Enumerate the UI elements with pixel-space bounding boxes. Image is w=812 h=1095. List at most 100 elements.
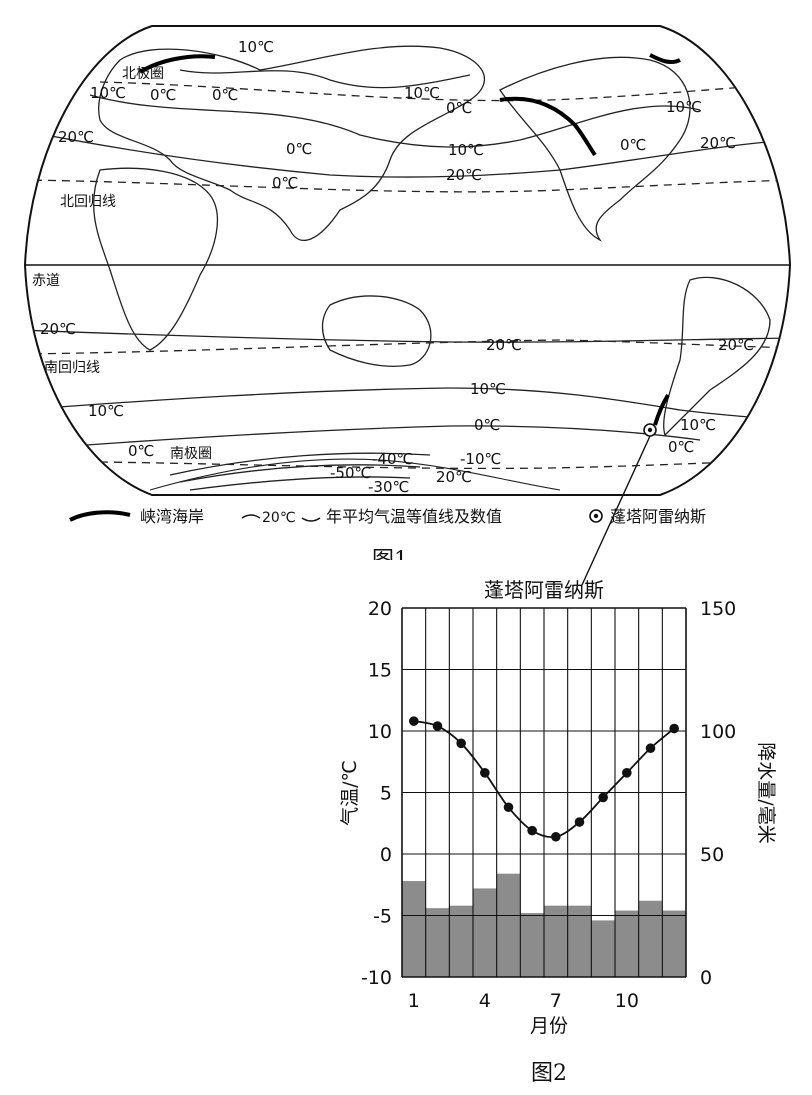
temperature-point [503, 802, 514, 813]
isotherm-label: 10℃ [448, 141, 484, 159]
fjord-coast-greenland [649, 53, 681, 65]
precip-bar [544, 905, 568, 977]
city-legend-dot [593, 513, 599, 519]
isotherm-label: -30℃ [368, 478, 409, 496]
y-left-tick-label: 5 [380, 783, 392, 805]
y-left-tick-label: -5 [373, 906, 392, 928]
temperature-point [432, 721, 443, 731]
x-tick-label: 1 [408, 990, 420, 1012]
isotherm-label: 0℃ [668, 438, 694, 456]
temperature-point [622, 768, 632, 778]
temperature-point [574, 817, 585, 827]
map-legend: 峡湾海岸 20℃ 年平均气温等值线及数值 蓬塔阿雷纳斯 [69, 507, 706, 526]
isotherm-label: 10℃ [238, 38, 274, 56]
isotherm-label: 20℃ [700, 134, 736, 152]
figure2-caption: 图2 [531, 1061, 567, 1086]
world-map-figure: 北极圈 北回归线 赤道 南回归线 南极圈 10℃ 0℃ 10℃ 0℃ 10℃ 2… [23, 25, 792, 560]
y-left-axis-label: 气温/℃ [339, 760, 361, 826]
label-arctic-circle: 北极圈 [122, 66, 164, 82]
precip-bar [567, 905, 592, 977]
isotherm-label: 0℃ [286, 140, 312, 158]
isotherm-label: -50℃ [330, 464, 371, 482]
isotherm-legend-label: 年平均气温等值线及数值 [326, 507, 502, 526]
temperature-point [645, 743, 656, 754]
temperature-point [527, 825, 537, 836]
isotherm-label: 0℃ [128, 442, 154, 460]
y-left-tick-label: 20 [368, 598, 392, 620]
temperature-point [480, 768, 490, 778]
label-antarctic-circle: 南极圈 [170, 446, 212, 462]
isotherm-label: 10℃ [88, 402, 124, 420]
isotherm-label: 0℃ [446, 99, 472, 117]
y-right-tick-label: 50 [700, 844, 724, 866]
isotherm-north-10 [89, 94, 701, 148]
africa-outline [93, 167, 218, 351]
fjord-legend-symbol [69, 510, 131, 522]
label-tropic-of-cancer: 北回归线 [60, 193, 116, 210]
fjord-coast-norway [138, 54, 216, 74]
isotherm-label: 0℃ [212, 86, 238, 104]
antarctica-outline [149, 458, 561, 491]
y-left-tick-label: 10 [368, 721, 392, 743]
isotherm-legend-line-left [241, 514, 261, 519]
y-left-tick-label: -10 [361, 967, 392, 989]
y-right-axis-label: 降水量/毫米 [755, 742, 777, 843]
isotherm-south-0 [25, 425, 701, 451]
isotherm-label: 0℃ [150, 86, 176, 104]
isotherm-north-20 [25, 129, 790, 178]
precip-bar [662, 910, 686, 977]
temperature-point [598, 792, 608, 803]
isotherm-label: 10℃ [680, 416, 716, 434]
y-left-tick-label: 15 [368, 660, 392, 682]
precip-bar [520, 913, 544, 977]
isotherm-label: 20℃ [40, 320, 76, 338]
isotherm-label: 0℃ [620, 136, 646, 154]
temperature-line [413, 720, 675, 839]
x-axis-label: 月份 [530, 1015, 568, 1037]
isotherm-label: 20℃ [436, 468, 472, 486]
isotherm-antarctic-1 [169, 452, 431, 476]
isotherm-label: 20℃ [446, 166, 482, 184]
city-marker-dot [647, 427, 653, 433]
isotherm-north-0 [179, 69, 471, 89]
temperature-point [669, 723, 679, 734]
precip-bar [591, 920, 615, 977]
precip-bar [496, 873, 521, 977]
precip-bar [402, 881, 426, 977]
precip-bar [615, 910, 639, 977]
tropic-of-capricorn-line [25, 339, 790, 355]
isotherm-label: 10℃ [666, 98, 702, 116]
label-equator: 赤道 [32, 273, 60, 289]
isotherm-label: 10℃ [470, 380, 506, 398]
tropic-of-cancer-line [25, 179, 790, 193]
precip-bar [425, 908, 450, 977]
fjord-coast-alaska-bc [499, 96, 597, 157]
precip-bar [449, 905, 473, 977]
isotherm-label: -10℃ [460, 450, 501, 468]
isotherm-label: 0℃ [272, 174, 298, 192]
y-right-tick-label: 150 [700, 598, 736, 620]
isotherm-antarctic-3 [189, 476, 411, 491]
australia-outline [321, 295, 432, 367]
isotherm-label: 10℃ [404, 84, 440, 102]
south-america-outline [663, 276, 771, 437]
temperature-point [409, 716, 419, 726]
antarctic-circle-line [99, 459, 790, 470]
x-tick-label: 10 [615, 990, 639, 1012]
temperature-point [456, 738, 466, 749]
isotherm-label: 20℃ [718, 336, 754, 354]
isotherm-label: -40℃ [372, 450, 413, 468]
figure1-caption: 图1 [372, 548, 408, 560]
isotherm-label: 0℃ [474, 416, 500, 434]
city-legend-label: 蓬塔阿雷纳斯 [610, 507, 706, 526]
isotherm-label: 20℃ [486, 336, 522, 354]
isotherm-label: 10℃ [90, 84, 126, 102]
isotherm-south-10 [25, 387, 790, 421]
precip-bar [638, 900, 663, 977]
europe-asia-outline [98, 45, 485, 242]
fjord-coast-chile [653, 393, 670, 426]
isotherm-antarctic-2 [179, 464, 421, 483]
y-right-tick-label: 100 [700, 721, 736, 743]
isotherm-legend-line-right [301, 517, 321, 522]
